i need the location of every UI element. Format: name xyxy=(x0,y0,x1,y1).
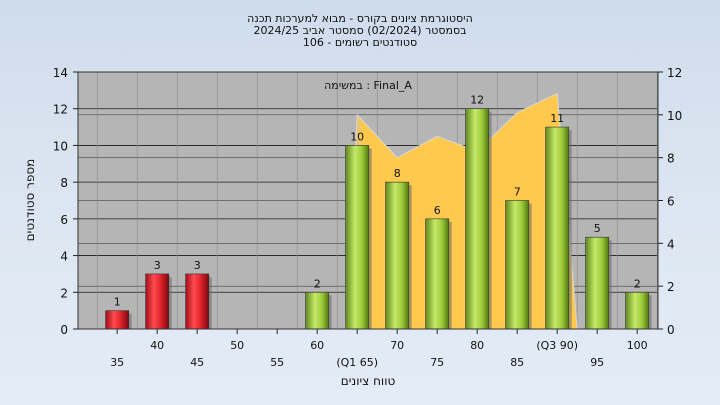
y-tick-label: 10 xyxy=(53,139,68,153)
bar-value-label: 3 xyxy=(194,259,201,272)
bar-value-label: 11 xyxy=(550,112,564,125)
bar-value-label: 3 xyxy=(154,259,161,272)
chart-title-line-2: בסמסטר (02/2024) סמסטר אביב 2024/25 xyxy=(253,24,466,37)
bar-80 xyxy=(465,108,490,330)
y2-tick-label: 2 xyxy=(667,280,675,294)
x-tick-label: 50 xyxy=(230,339,244,352)
x-tick-label: 75 xyxy=(430,356,444,369)
chart-title-line-1: היסטוגרמת ציונים בקורס - מבוא למערכות תכ… xyxy=(247,12,473,25)
bar-60 xyxy=(305,291,330,330)
bar-value-labels: 1 3 3 2 10 8 6 12 7 11 5 2 xyxy=(114,94,641,309)
bar-(Q3 90) xyxy=(545,126,570,330)
y-tick-label: 6 xyxy=(60,213,68,227)
bar-100 xyxy=(625,291,650,330)
x-tick-label: 100 xyxy=(627,339,648,352)
bar-40 xyxy=(145,273,170,330)
x-tick-label: 70 xyxy=(390,339,404,352)
y2-tick-label: 0 xyxy=(667,323,675,337)
x-tick-label: 95 xyxy=(590,356,604,369)
bar-85 xyxy=(505,200,530,330)
bar-group xyxy=(105,108,652,330)
bar-value-label: 7 xyxy=(514,186,521,199)
bar-35 xyxy=(105,310,130,330)
y2-axis-ticks: 0 2 4 6 8 10 12 xyxy=(658,66,682,337)
bar-45 xyxy=(185,273,210,330)
y-axis-ticks: 0 2 4 6 8 10 12 14 xyxy=(53,66,78,337)
x-tick-label: 40 xyxy=(150,339,164,352)
bar-(Q1 65) xyxy=(345,145,370,330)
bar-value-label: 10 xyxy=(350,130,364,143)
y-tick-label: 8 xyxy=(60,176,68,190)
x-tick-label: 85 xyxy=(510,356,524,369)
y-tick-label: 2 xyxy=(60,286,68,300)
x-axis-label: טווח ציונים xyxy=(341,374,396,388)
bar-75 xyxy=(425,218,450,330)
y2-tick-label: 4 xyxy=(667,237,675,251)
x-tick-label: 55 xyxy=(270,356,284,369)
bar-value-label: 2 xyxy=(314,277,321,290)
y-tick-label: 0 xyxy=(60,323,68,337)
y2-tick-label: 6 xyxy=(667,195,675,209)
x-tick-label: 60 xyxy=(310,339,324,352)
y-axis-label: מספר סטודנטים xyxy=(23,159,37,242)
chart-title-line-3: סטודנטים רשומים - 106 xyxy=(303,36,417,49)
y-tick-label: 14 xyxy=(53,66,68,80)
bar-70 xyxy=(385,181,410,330)
bar-value-label: 8 xyxy=(394,167,401,180)
bar-value-label: 1 xyxy=(114,296,121,309)
bar-value-label: 2 xyxy=(634,277,641,290)
bar-value-label: 5 xyxy=(594,222,601,235)
y-tick-label: 12 xyxy=(53,103,68,117)
x-tick-label: 80 xyxy=(470,339,484,352)
bar-value-label: 12 xyxy=(470,94,484,107)
y-tick-label: 4 xyxy=(60,250,68,264)
y2-tick-label: 12 xyxy=(667,66,682,80)
x-tick-label: 35 xyxy=(110,356,124,369)
y2-tick-label: 8 xyxy=(667,152,675,166)
x-tick-label: (Q1 65) xyxy=(336,356,378,369)
x-tick-label: 45 xyxy=(190,356,204,369)
chart-annotation: במשימה : Final_A xyxy=(324,79,412,92)
bar-95 xyxy=(585,236,610,330)
x-tick-label: (Q3 90) xyxy=(536,339,578,352)
bar-value-label: 6 xyxy=(434,204,441,217)
y2-tick-label: 10 xyxy=(667,109,682,123)
x-axis-ticks: 35 40 45 50 55 60 (Q1 65) 70 75 80 85 (Q3 90) 95 100 xyxy=(110,329,648,369)
